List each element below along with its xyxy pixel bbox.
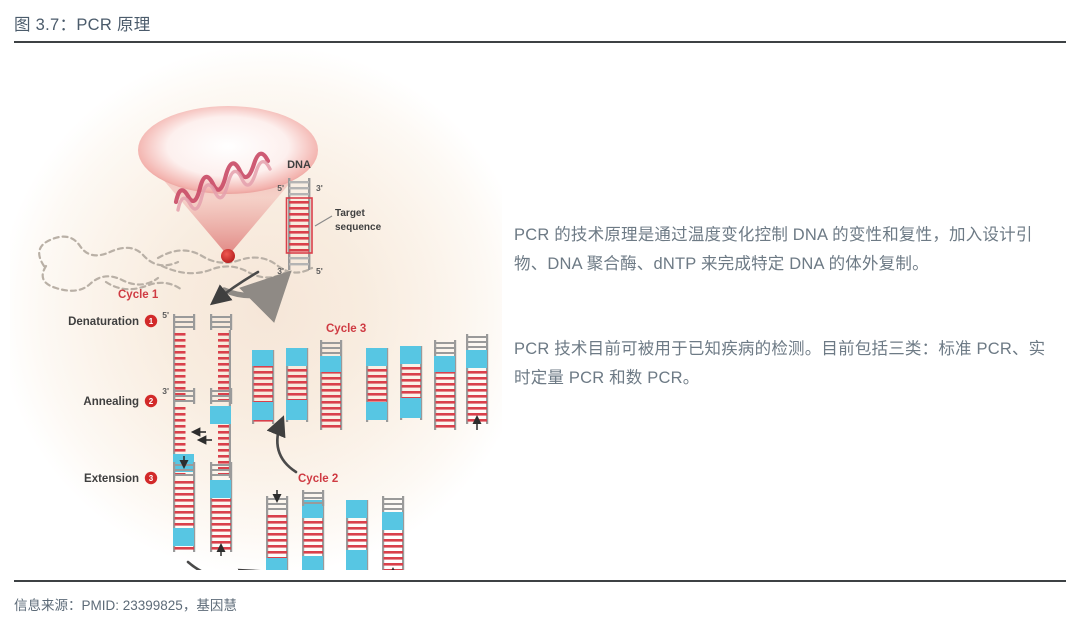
target-sequence-label-line1: Target — [335, 208, 365, 219]
cycle-3-strands — [252, 334, 489, 430]
cycle-3-label: Cycle 3 — [326, 323, 366, 335]
step-annealing-label: Annealing — [83, 396, 139, 408]
target-locus-dot — [221, 249, 235, 263]
target-sequence-label-line2: sequence — [335, 222, 382, 233]
primer-upper — [210, 406, 231, 424]
dna-schematic: DNA 5' 3' 3' 5' Tar — [277, 159, 381, 276]
chromosome-scribble — [38, 235, 314, 292]
svg-text:3: 3 — [149, 474, 154, 483]
dna-label: DNA — [287, 159, 311, 171]
step-denaturation-label: Denaturation — [68, 316, 139, 328]
dna-marker-top-left: 5' — [277, 183, 284, 193]
description-paragraph-2: PCR 技术目前可被用于已知疾病的检测。目前包括三类：标准 PCR、实时定量 P… — [514, 340, 1046, 387]
dna-marker-top-right: 3' — [316, 183, 323, 193]
arrow-cycle1-to-cycle2 — [186, 560, 261, 570]
dna-marker-bottom-right: 5' — [316, 266, 323, 276]
description-column: PCR 的技术原理是通过温度变化控制 DNA 的变性和复性，加入设计引物、DNA… — [514, 221, 1054, 393]
step-extension-label: Extension — [84, 473, 139, 485]
arrow-cycle2-to-cycle3 — [266, 415, 298, 474]
denaturation-marker-top: 5' — [162, 310, 169, 320]
target-sequence-box — [285, 197, 313, 254]
cycle-2-label: Cycle 2 — [298, 473, 338, 485]
svg-text:1: 1 — [149, 317, 154, 326]
step-annealing-badge: 2 — [144, 394, 158, 408]
arrow-dna-to-cycle1 — [209, 270, 260, 306]
source-note: 信息来源：PMID: 23399825，基因慧 — [14, 598, 237, 613]
zoom-cone-group — [138, 106, 318, 256]
pcr-principle-illustration: DNA 5' 3' 3' 5' Tar — [10, 50, 502, 570]
title-divider — [14, 41, 1066, 43]
figure-title: 图 3.7：PCR 原理 — [14, 16, 151, 34]
footer-divider — [14, 580, 1066, 582]
cycle-2-strands — [266, 490, 405, 570]
dna-marker-bottom-left: 3' — [277, 266, 284, 276]
svg-text:2: 2 — [149, 397, 154, 406]
cycle-1-label: Cycle 1 — [118, 289, 159, 301]
description-paragraph-1: PCR 的技术原理是通过温度变化控制 DNA 的变性和复性，加入设计引物、DNA… — [514, 226, 1033, 273]
step-denaturation-badge: 1 — [144, 314, 158, 328]
extension-strands — [173, 456, 233, 556]
step-extension-badge: 3 — [144, 471, 158, 485]
denaturation-marker-bottom: 3' — [162, 386, 169, 396]
